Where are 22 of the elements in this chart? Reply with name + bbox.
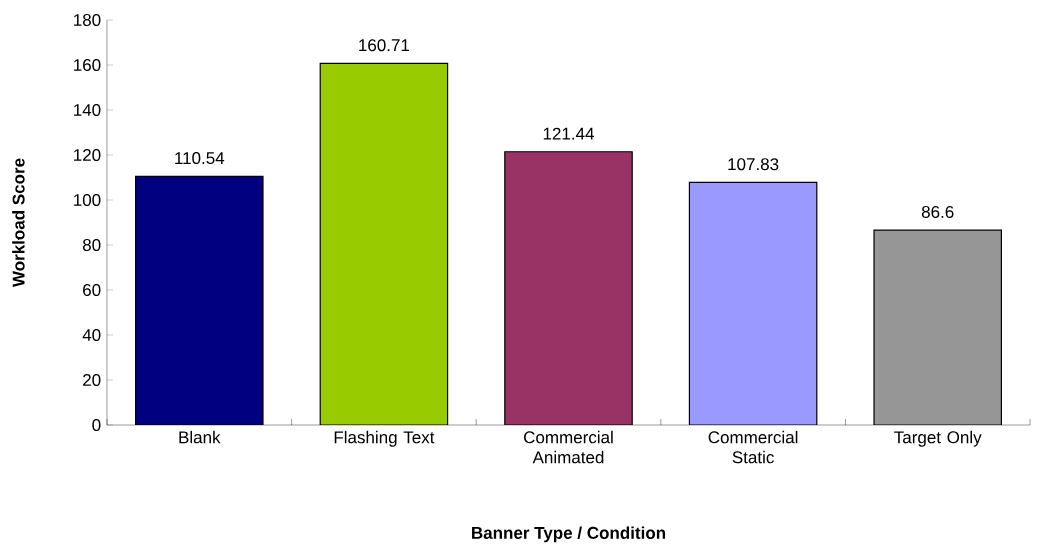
data-label: 110.54 <box>175 152 225 165</box>
y-tick-label: 120 <box>74 148 101 162</box>
y-tick-label: 140 <box>74 103 101 117</box>
data-label: 86.6 <box>921 205 954 218</box>
y-tick-label: 20 <box>83 373 101 387</box>
y-tick-label: 160 <box>74 58 101 72</box>
x-axis-title: Banner Type / Condition <box>472 526 666 543</box>
y-tick-label: 100 <box>74 193 101 207</box>
y-tick-label: 40 <box>82 328 101 342</box>
y-tick-label: 0 <box>92 418 101 432</box>
y-tick-label: 80 <box>82 238 101 252</box>
y-tick-label: 60 <box>83 283 101 297</box>
x-tick-label: Blank <box>179 430 221 444</box>
x-tick-label: Commercial Static <box>708 430 798 464</box>
data-label: 121.44 <box>543 127 594 140</box>
x-tick-label: Commercial Animated <box>524 430 613 464</box>
data-label: 160.71 <box>359 39 410 52</box>
x-tick-label: Target Only <box>894 430 982 447</box>
y-tick-label: 180 <box>74 13 101 27</box>
x-tick-label: Flashing Text <box>334 430 435 447</box>
y-axis-title: Workload Score <box>12 158 25 288</box>
data-label: 107.83 <box>728 158 779 171</box>
